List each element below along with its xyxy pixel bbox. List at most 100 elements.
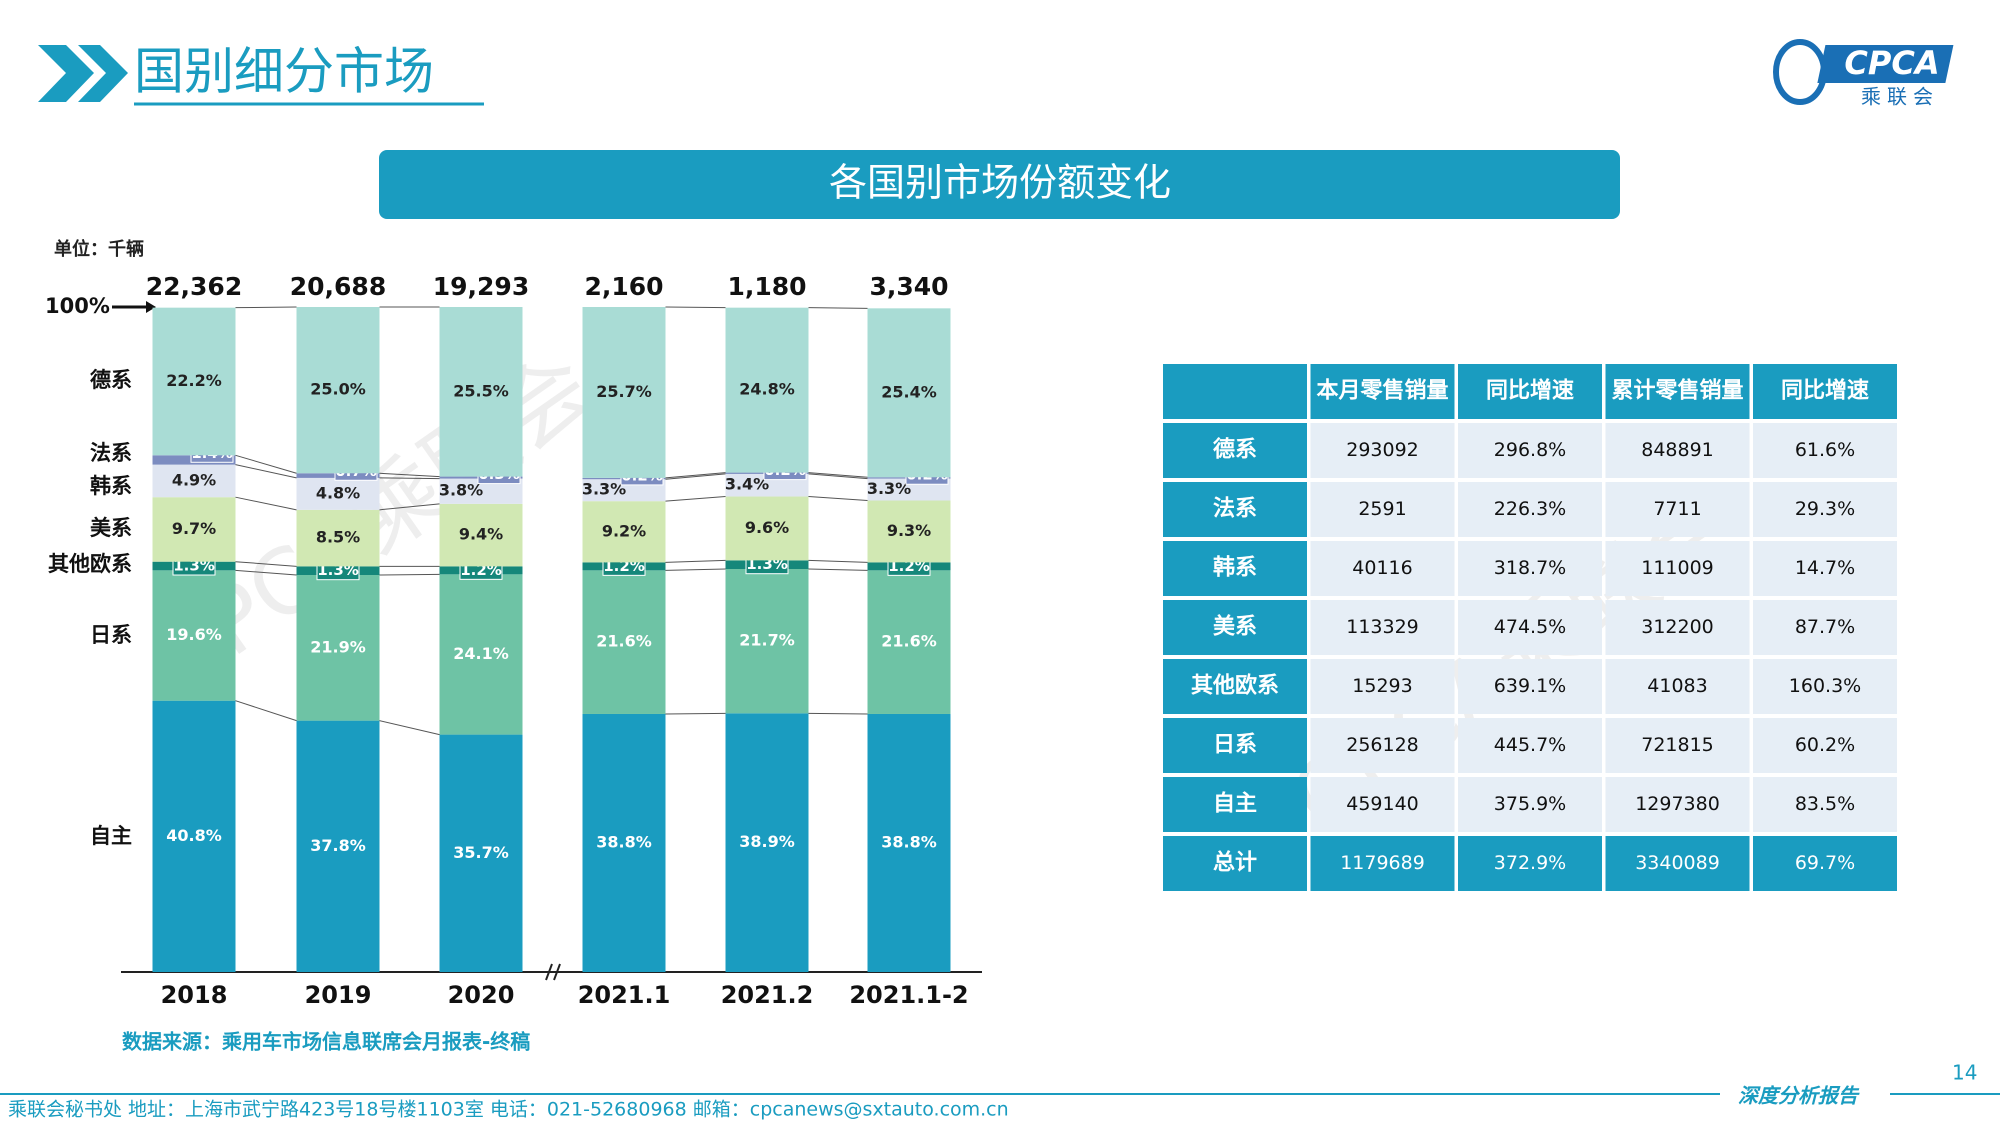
table-cell: [1163, 777, 1307, 832]
table-cell-text: 226.3%: [1494, 498, 1566, 520]
table-cell-text: 848891: [1641, 439, 1714, 461]
bar-segment: [725, 713, 809, 972]
series-label: 其他欧系: [48, 552, 132, 576]
value-label: 38.8%: [881, 832, 937, 851]
value-label: 21.6%: [881, 632, 937, 651]
connector: [665, 559, 726, 563]
series-label: 日系: [90, 623, 132, 647]
unit-label: 单位：千辆: [54, 238, 144, 260]
table-cell: [1605, 600, 1750, 655]
table-cell-text: 87.7%: [1795, 616, 1855, 638]
table-cell-text: 自主: [1213, 791, 1257, 817]
y-tick-label: 100%: [45, 294, 110, 318]
table-cell-text: 61.6%: [1795, 439, 1855, 461]
table-header-cell: [1753, 364, 1897, 419]
bar-segment: [582, 570, 666, 714]
table-cell: [1605, 423, 1750, 478]
value-label: 9.2%: [602, 521, 646, 540]
table-cell: [1458, 836, 1602, 891]
table-cell-text: 445.7%: [1494, 734, 1566, 756]
value-label: 8.5%: [316, 528, 360, 547]
table-cell: [1458, 541, 1602, 596]
series-label: 法系: [90, 441, 132, 465]
value-label: 24.1%: [453, 644, 509, 663]
value-label: 24.8%: [739, 380, 795, 399]
banner: [379, 150, 1620, 219]
table-corner: [1163, 364, 1307, 419]
chevron: [38, 45, 94, 102]
value-label: 4.8%: [316, 483, 360, 502]
total-label: 2,160: [584, 272, 663, 301]
table-cell-text: 60.2%: [1795, 734, 1855, 756]
table-cell: [1753, 600, 1897, 655]
connector: [665, 472, 726, 479]
table-cell-text: 40116: [1352, 557, 1412, 579]
total-label: 22,362: [146, 272, 242, 301]
table-cell: [1605, 836, 1750, 891]
connector: [808, 496, 868, 502]
bar-segment: [152, 307, 236, 456]
table-cell: [1163, 541, 1307, 596]
bar-segment: [867, 713, 951, 972]
table-cell-text: 111009: [1641, 557, 1714, 579]
table-cell: [1310, 482, 1455, 537]
table-cell: [1310, 718, 1455, 773]
table-cell: [1458, 659, 1602, 714]
table-cell: [1310, 600, 1455, 655]
table-cell: [1753, 659, 1897, 714]
connector: [808, 472, 868, 478]
value-label: 4.9%: [172, 470, 216, 489]
table-cell: [1310, 541, 1455, 596]
connector: [808, 473, 868, 480]
table-cell: [1605, 541, 1750, 596]
table-cell: [1605, 482, 1750, 537]
table-cell-text: 83.5%: [1795, 793, 1855, 815]
bar-segment: [296, 477, 380, 510]
connector: [235, 454, 297, 474]
bar-segment: [152, 700, 236, 972]
table-cell: [1458, 423, 1602, 478]
banner-text: 各国别市场份额变化: [829, 161, 1171, 205]
connector: [235, 561, 297, 567]
value-label: 35.7%: [453, 843, 509, 862]
connector: [665, 496, 726, 502]
table-cell: [1753, 541, 1897, 596]
connector: [665, 712, 726, 715]
table-cell-text: 1179689: [1340, 852, 1425, 874]
table-cell: [1753, 718, 1897, 773]
footer-contact: 乘联会秘书处 地址：上海市武宁路423号18号楼1103室 电话：021-526…: [8, 1099, 1009, 1121]
table-cell-text: 459140: [1346, 793, 1419, 815]
value-label: 3.3%: [867, 479, 911, 498]
table-cell-text: 1297380: [1635, 793, 1720, 815]
table-cell-text: 639.1%: [1494, 675, 1566, 697]
connector: [379, 573, 440, 576]
x-tick-label: 2021.1: [578, 981, 671, 1009]
table-cell-text: 14.7%: [1795, 557, 1855, 579]
table-cell-text: 韩系: [1213, 555, 1257, 581]
connector: [808, 712, 868, 715]
value-label: 19.6%: [166, 625, 222, 644]
bar-segment: [867, 570, 951, 714]
axis-break: [545, 963, 553, 981]
bar-segment: [867, 308, 951, 478]
value-label: 21.9%: [310, 637, 366, 656]
table-header-cell: [1605, 364, 1750, 419]
table-cell-text: 296.8%: [1494, 439, 1566, 461]
table-cell: [1753, 836, 1897, 891]
connector: [665, 568, 726, 571]
table-cell-text: 113329: [1346, 616, 1419, 638]
table-cell: [1163, 836, 1307, 891]
connector: [808, 559, 868, 563]
connector: [235, 306, 297, 309]
table-header-text: 本月零售销量: [1316, 378, 1448, 404]
table-cell: [1753, 482, 1897, 537]
table-cell-text: 7711: [1653, 498, 1701, 520]
table-cell-text: 其他欧系: [1191, 673, 1279, 699]
series-label: 自主: [90, 824, 132, 848]
bar-segment: [582, 501, 666, 563]
x-tick-label: 2018: [161, 981, 228, 1009]
table-cell: [1605, 777, 1750, 832]
value-label: 25.7%: [596, 382, 652, 401]
total-label: 1,180: [727, 272, 806, 301]
table-cell: [1163, 423, 1307, 478]
